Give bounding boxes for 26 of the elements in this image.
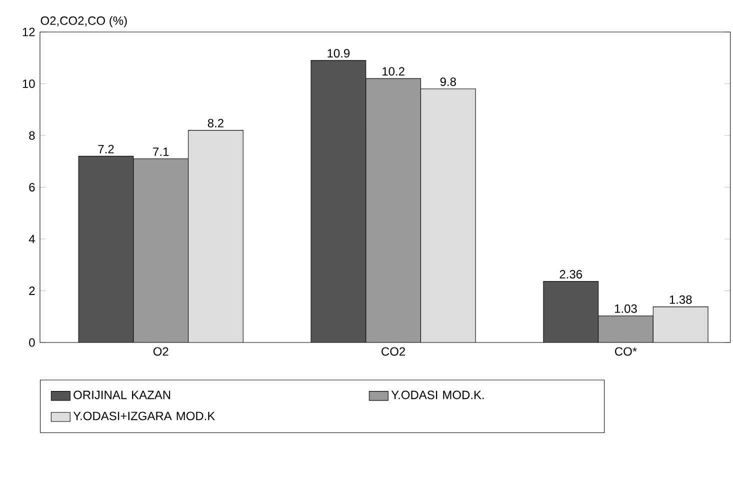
- y-tick-label: 2: [29, 286, 35, 295]
- y-tick-label: 10: [22, 79, 35, 88]
- data-label: 7.1: [153, 148, 169, 156]
- bar: [78, 156, 134, 342]
- data-label: 1.38: [670, 295, 692, 304]
- y-axis-title: O2,CO2,CO (%): [40, 16, 127, 28]
- legend-label: ORIJINAL KAZAN: [74, 390, 170, 400]
- data-label: 8.2: [208, 118, 224, 128]
- y-tick-label: 12: [22, 28, 35, 36]
- bar: [310, 60, 366, 342]
- y-tick-label: 4: [28, 234, 35, 244]
- data-label: 1.03: [614, 304, 637, 313]
- y-tick-label: 0: [29, 338, 35, 347]
- bar: [543, 281, 599, 342]
- legend-label: Y.ODASI MOD.K.: [391, 390, 484, 400]
- y-tick-label: 6: [29, 182, 35, 192]
- data-label: 9.8: [440, 77, 456, 86]
- data-label: 7.2: [98, 144, 114, 154]
- x-tick-label: CO*: [615, 347, 637, 356]
- x-tick-label: O2: [153, 347, 168, 356]
- data-label: 2.36: [560, 270, 582, 278]
- data-label: 10.9: [328, 48, 350, 58]
- data-label: 10.2: [382, 67, 404, 76]
- x-tick-label: CO2: [382, 347, 406, 356]
- y-tick-label: 8: [29, 131, 35, 140]
- legend-label: Y.ODASI+IZGARA MOD.K: [73, 412, 216, 420]
